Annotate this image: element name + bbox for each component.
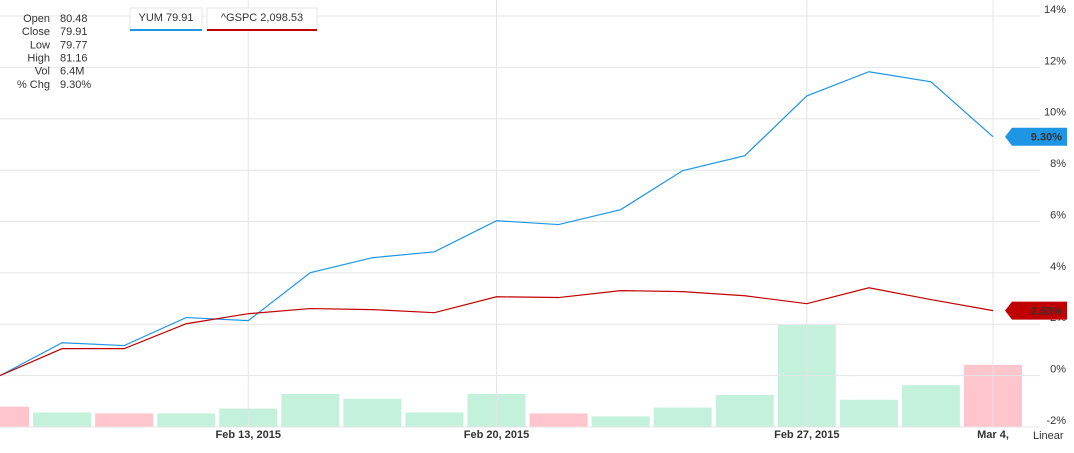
info-key: Low <box>30 39 50 51</box>
volume-bar <box>343 398 402 427</box>
volume-bar <box>0 406 29 427</box>
series-line <box>0 287 994 377</box>
value-label: 2.53% <box>1031 306 1062 318</box>
x-tick-label: Feb 20, 2015 <box>464 429 529 441</box>
y-tick-label: -2% <box>1046 415 1066 427</box>
volume-bar <box>281 393 340 427</box>
info-key: % Chg <box>17 79 50 91</box>
info-key: Open <box>23 13 50 25</box>
volume-bar <box>591 416 650 427</box>
info-key: Vol <box>35 66 50 78</box>
volume-bar <box>653 407 712 427</box>
y-tick-label: 12% <box>1044 55 1066 67</box>
value-label: 9.30% <box>1031 132 1062 144</box>
volume-bar <box>157 413 216 427</box>
scale-label: Linear <box>1033 430 1064 442</box>
volume-bar <box>715 394 774 427</box>
info-key: Close <box>22 26 50 38</box>
info-value: 79.91 <box>60 26 88 38</box>
y-tick-label: 10% <box>1044 107 1066 119</box>
volume-bar <box>95 413 154 427</box>
legend-label: YUM 79.91 <box>138 12 193 24</box>
x-tick-label: Feb 27, 2015 <box>774 429 839 441</box>
volume-bar <box>839 399 898 427</box>
volume-bar <box>901 385 960 427</box>
info-value: 6.4M <box>60 66 84 78</box>
y-tick-label: 6% <box>1050 209 1066 221</box>
info-value: 81.16 <box>60 53 88 65</box>
y-tick-label: 4% <box>1050 261 1066 273</box>
info-value: 80.48 <box>60 13 88 25</box>
y-tick-label: 8% <box>1050 158 1066 170</box>
value-tag <box>1005 301 1067 320</box>
info-key: High <box>27 53 50 65</box>
volume-bar <box>405 412 464 427</box>
y-tick-label: 14% <box>1044 4 1066 16</box>
volume-bar <box>33 412 92 427</box>
value-tag <box>1005 127 1067 146</box>
legend-label: ^GSPC 2,098.53 <box>221 12 303 24</box>
y-tick-label: 0% <box>1050 364 1066 376</box>
volume-bar <box>529 413 588 427</box>
info-value: 79.77 <box>60 39 88 51</box>
x-tick-label: Mar 4, <box>977 429 1009 441</box>
series-line <box>0 71 994 377</box>
x-tick-label: Feb 13, 2015 <box>216 429 281 441</box>
info-value: 9.30% <box>60 79 91 91</box>
